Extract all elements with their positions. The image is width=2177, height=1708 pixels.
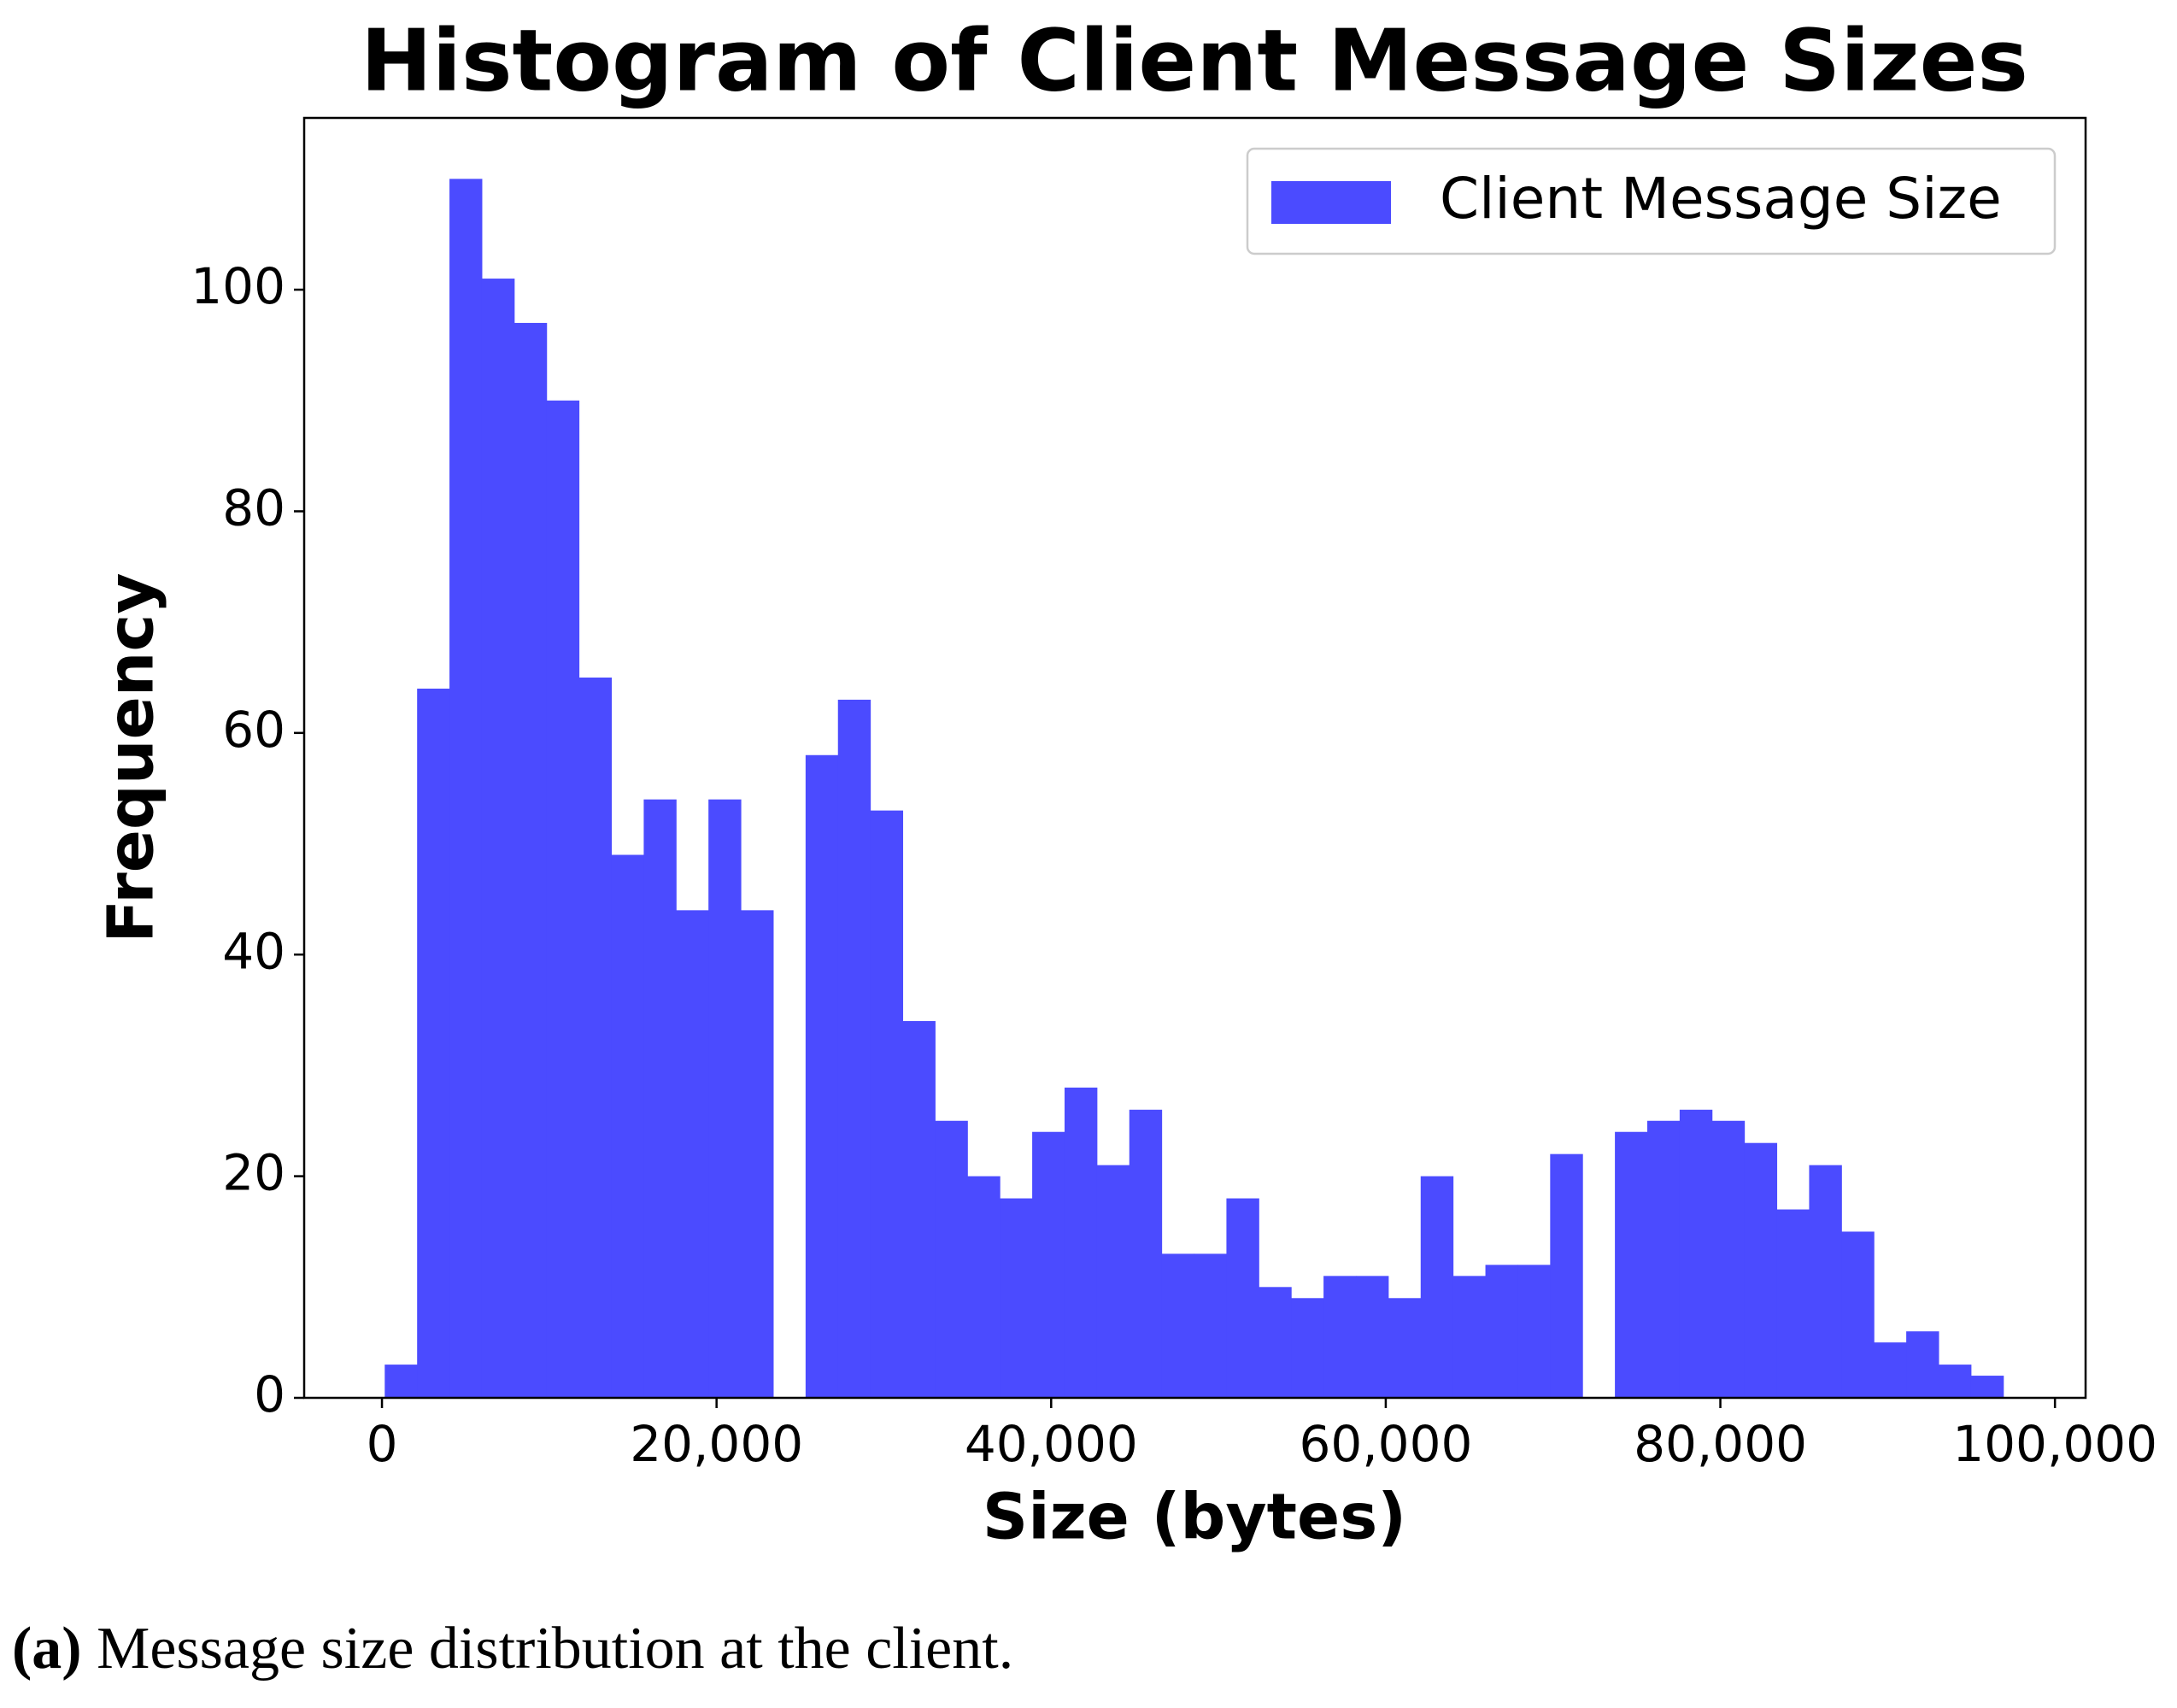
plot-frame xyxy=(302,116,2087,1400)
bar xyxy=(449,179,483,1398)
bar xyxy=(1064,1087,1098,1398)
bar xyxy=(1096,1165,1130,1398)
bar xyxy=(870,810,904,1398)
legend-swatch xyxy=(1271,181,1391,224)
bar xyxy=(1906,1331,1939,1398)
x-tick-label: 40,000 xyxy=(965,1415,1138,1473)
bar xyxy=(1452,1276,1487,1398)
bar xyxy=(1646,1120,1681,1398)
bar xyxy=(805,754,839,1398)
x-tick-label: 100,000 xyxy=(1952,1415,2157,1473)
bar xyxy=(643,799,677,1398)
x-tick-label: 20,000 xyxy=(630,1415,803,1473)
bar xyxy=(1809,1165,1842,1398)
bar xyxy=(1355,1276,1389,1398)
caption-label: (a) xyxy=(12,1616,82,1682)
x-tick-label: 0 xyxy=(367,1415,398,1473)
bar xyxy=(1711,1120,1746,1398)
bar xyxy=(1291,1298,1324,1398)
bar xyxy=(611,854,644,1398)
bar xyxy=(1032,1131,1065,1398)
bar xyxy=(481,279,515,1399)
bar xyxy=(676,910,709,1398)
bar xyxy=(1000,1198,1033,1398)
bar xyxy=(1129,1109,1163,1398)
bar xyxy=(1259,1287,1292,1398)
y-axis-label: Frequency xyxy=(95,572,168,942)
bar xyxy=(708,799,742,1398)
bar xyxy=(1841,1231,1875,1398)
bar xyxy=(1970,1376,2004,1398)
bar xyxy=(1550,1153,1583,1398)
bar xyxy=(513,322,548,1398)
x-tick-label: 80,000 xyxy=(1634,1415,1807,1473)
x-tick-label: 60,000 xyxy=(1299,1415,1472,1473)
bar xyxy=(1744,1142,1778,1398)
bar xyxy=(837,699,871,1398)
legend-label: Client Message Size xyxy=(1440,166,2002,232)
bar xyxy=(1420,1176,1454,1398)
bar xyxy=(417,688,450,1398)
bar xyxy=(902,1021,936,1398)
bar xyxy=(967,1176,1000,1398)
bar xyxy=(1679,1109,1713,1398)
bar xyxy=(1161,1253,1195,1398)
bar xyxy=(1323,1276,1357,1398)
bar xyxy=(1485,1265,1518,1398)
bar xyxy=(578,677,613,1398)
bar xyxy=(935,1120,968,1398)
bar xyxy=(384,1365,418,1398)
bar xyxy=(1938,1365,1972,1398)
bar xyxy=(546,400,580,1398)
chart-title: Histogram of Client Message Sizes xyxy=(361,10,2028,110)
bar xyxy=(1615,1131,1648,1398)
bar xyxy=(741,910,774,1398)
bar xyxy=(1388,1298,1422,1398)
caption: (a) Message size distribution at the cli… xyxy=(12,1616,1013,1682)
y-tick-label: 80 xyxy=(222,479,285,537)
legend-box xyxy=(1246,147,2057,255)
bar xyxy=(1874,1342,1907,1398)
y-tick-label: 0 xyxy=(254,1365,285,1423)
x-axis-label: Size (bytes) xyxy=(983,1481,1406,1554)
y-tick-label: 40 xyxy=(222,922,285,980)
bar xyxy=(1517,1265,1551,1398)
bar xyxy=(1776,1209,1810,1398)
bar xyxy=(1194,1253,1227,1398)
y-tick-label: 100 xyxy=(191,257,285,315)
y-tick-label: 20 xyxy=(222,1144,285,1202)
caption-text: Message size distribution at the client. xyxy=(97,1616,1013,1682)
y-tick-label: 60 xyxy=(222,701,285,759)
bar xyxy=(1226,1198,1259,1398)
